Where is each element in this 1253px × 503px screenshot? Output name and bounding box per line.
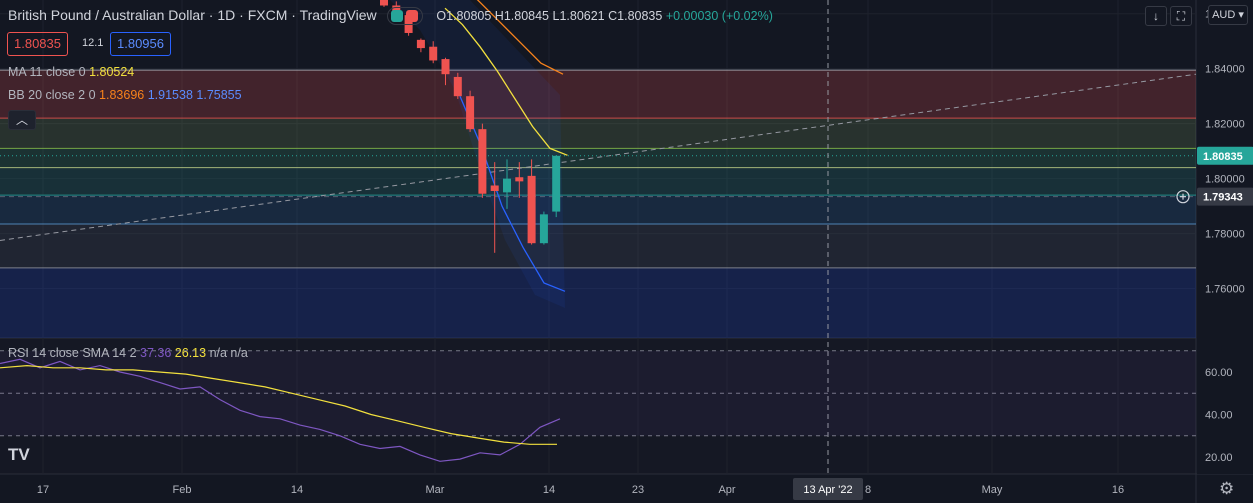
- rsi-na-value: n/a n/a: [209, 346, 248, 360]
- ohlc-change: +0.00030 (+0.02%): [665, 9, 773, 23]
- ohlc-high: H1.80845: [494, 9, 550, 23]
- price-axis-background: [1197, 0, 1253, 474]
- fib-zone[interactable]: [0, 267, 1196, 338]
- exchange-label: FXCM: [247, 7, 288, 23]
- candle-body[interactable]: [429, 46, 438, 61]
- time-tick-label: 17: [37, 484, 49, 496]
- ma-legend[interactable]: MA 11 close 0 1.80524: [8, 65, 134, 79]
- interval-label[interactable]: 1D: [217, 7, 236, 23]
- bb-legend[interactable]: BB 20 close 2 0 1.83696 1.91538 1.75855: [8, 88, 242, 102]
- bb-upper-value: 1.91538: [147, 88, 193, 102]
- price-tick-label: 1.76000: [1205, 284, 1245, 296]
- rsi-label: RSI 14 close SMA 14 2: [8, 346, 137, 360]
- rsi-legend[interactable]: RSI 14 close SMA 14 2 37.36 26.13 n/a n/…: [8, 346, 248, 360]
- fib-zone[interactable]: [0, 195, 1196, 224]
- gear-icon[interactable]: ⚙: [1219, 479, 1235, 498]
- download-button[interactable]: ↓: [1145, 6, 1167, 26]
- rsi-band-fill: [0, 350, 1196, 436]
- crosshair-date-tag: [793, 478, 863, 500]
- price-tick-label: 1.84000: [1205, 64, 1245, 76]
- fullscreen-icon: ⛶: [1176, 9, 1186, 23]
- trend-line[interactable]: [0, 73, 1197, 241]
- bb-label: BB 20 close 2 0: [8, 88, 96, 102]
- time-tick-label: 23: [632, 484, 644, 496]
- crosshair-price-tag: [1197, 187, 1253, 206]
- sell-button[interactable]: 1.80835: [7, 32, 68, 56]
- fib-zone[interactable]: [0, 223, 1196, 268]
- ma-value: 1.80524: [89, 65, 135, 79]
- current-price-tag: [1197, 146, 1253, 165]
- bb-lower-line[interactable]: [459, 95, 566, 292]
- ma-label: MA 11 close 0: [8, 65, 86, 79]
- fib-zone[interactable]: [0, 70, 1196, 119]
- time-tick-label: May: [982, 484, 1003, 496]
- current-price-label: 1.80835: [1203, 151, 1243, 163]
- rsi-sma-line[interactable]: [0, 364, 557, 445]
- candle-body[interactable]: [404, 15, 413, 33]
- currency-select[interactable]: AUD ▾: [1208, 5, 1248, 25]
- source-label: TradingView: [299, 7, 377, 23]
- time-tick-label: Mar: [426, 484, 445, 496]
- fib-zone[interactable]: [0, 118, 1196, 149]
- crosshair-date-label: 13 Apr '22: [803, 484, 852, 496]
- bb-channel-fill: [390, 0, 565, 308]
- rsi-tick-label: 60.00: [1205, 367, 1233, 379]
- candle-body[interactable]: [453, 76, 462, 97]
- price-tick-label: 1.82000: [1205, 119, 1245, 131]
- candle-body[interactable]: [515, 177, 524, 182]
- chevron-up-icon: ︿: [15, 113, 28, 127]
- rsi-line[interactable]: [0, 358, 561, 462]
- bb-basis-value: 1.83696: [99, 88, 145, 102]
- candle-body[interactable]: [503, 178, 511, 193]
- symbol-title[interactable]: British Pound / Australian Dollar: [8, 7, 205, 23]
- arrow-down-icon: ↓: [1153, 9, 1159, 23]
- candle-body[interactable]: [441, 59, 450, 75]
- ohlc-low: L1.80621: [552, 9, 605, 23]
- candle-body[interactable]: [490, 185, 499, 191]
- time-tick-label: Apr: [718, 484, 735, 496]
- spread-label: 12.1: [82, 37, 104, 49]
- rsi-tick-label: 40.00: [1205, 410, 1233, 422]
- rsi-value: 37.36: [140, 346, 172, 360]
- candle-body[interactable]: [539, 214, 548, 244]
- rsi-sma-value: 26.13: [174, 346, 207, 360]
- time-tick-label: 14: [543, 484, 555, 496]
- add-alert-icon[interactable]: [1176, 190, 1190, 204]
- collapse-legend-button[interactable]: ︿: [8, 110, 36, 130]
- ma-line[interactable]: [444, 7, 568, 156]
- candle-body[interactable]: [416, 39, 425, 49]
- candle-body[interactable]: [478, 129, 487, 194]
- ohlc-open: O1.80805: [436, 9, 492, 23]
- bb-lower-value: 1.75855: [196, 88, 242, 102]
- price-tick-label: 1.78000: [1205, 229, 1245, 241]
- time-tick-label: 8: [865, 484, 871, 496]
- candle-body[interactable]: [552, 155, 561, 212]
- rsi-tick-label: 20.00: [1205, 452, 1233, 464]
- visibility-toggle[interactable]: [386, 7, 423, 26]
- fib-zone[interactable]: [0, 167, 1196, 196]
- candle-body[interactable]: [380, 0, 388, 6]
- price-tick-label: 1.80000: [1205, 174, 1245, 186]
- ohlc-close: C1.80835: [608, 9, 663, 23]
- chart-header: British Pound / Australian Dollar · 1D ·…: [8, 7, 773, 26]
- rsi-pane-background: [0, 338, 1196, 474]
- time-tick-label: 16: [1112, 484, 1124, 496]
- candle-body[interactable]: [466, 96, 475, 130]
- candle-body[interactable]: [527, 175, 536, 244]
- bb-basis-line[interactable]: [475, 0, 564, 75]
- tradingview-logo-icon: TV: [8, 445, 30, 464]
- fullscreen-button[interactable]: ⛶: [1170, 6, 1192, 26]
- fib-zone[interactable]: [0, 148, 1196, 168]
- time-tick-label: 14: [291, 484, 303, 496]
- time-tick-label: Feb: [173, 484, 192, 496]
- currency-label: AUD: [1212, 9, 1236, 21]
- crosshair-price-label: 1.79343: [1203, 192, 1243, 204]
- buy-button[interactable]: 1.80956: [110, 32, 171, 56]
